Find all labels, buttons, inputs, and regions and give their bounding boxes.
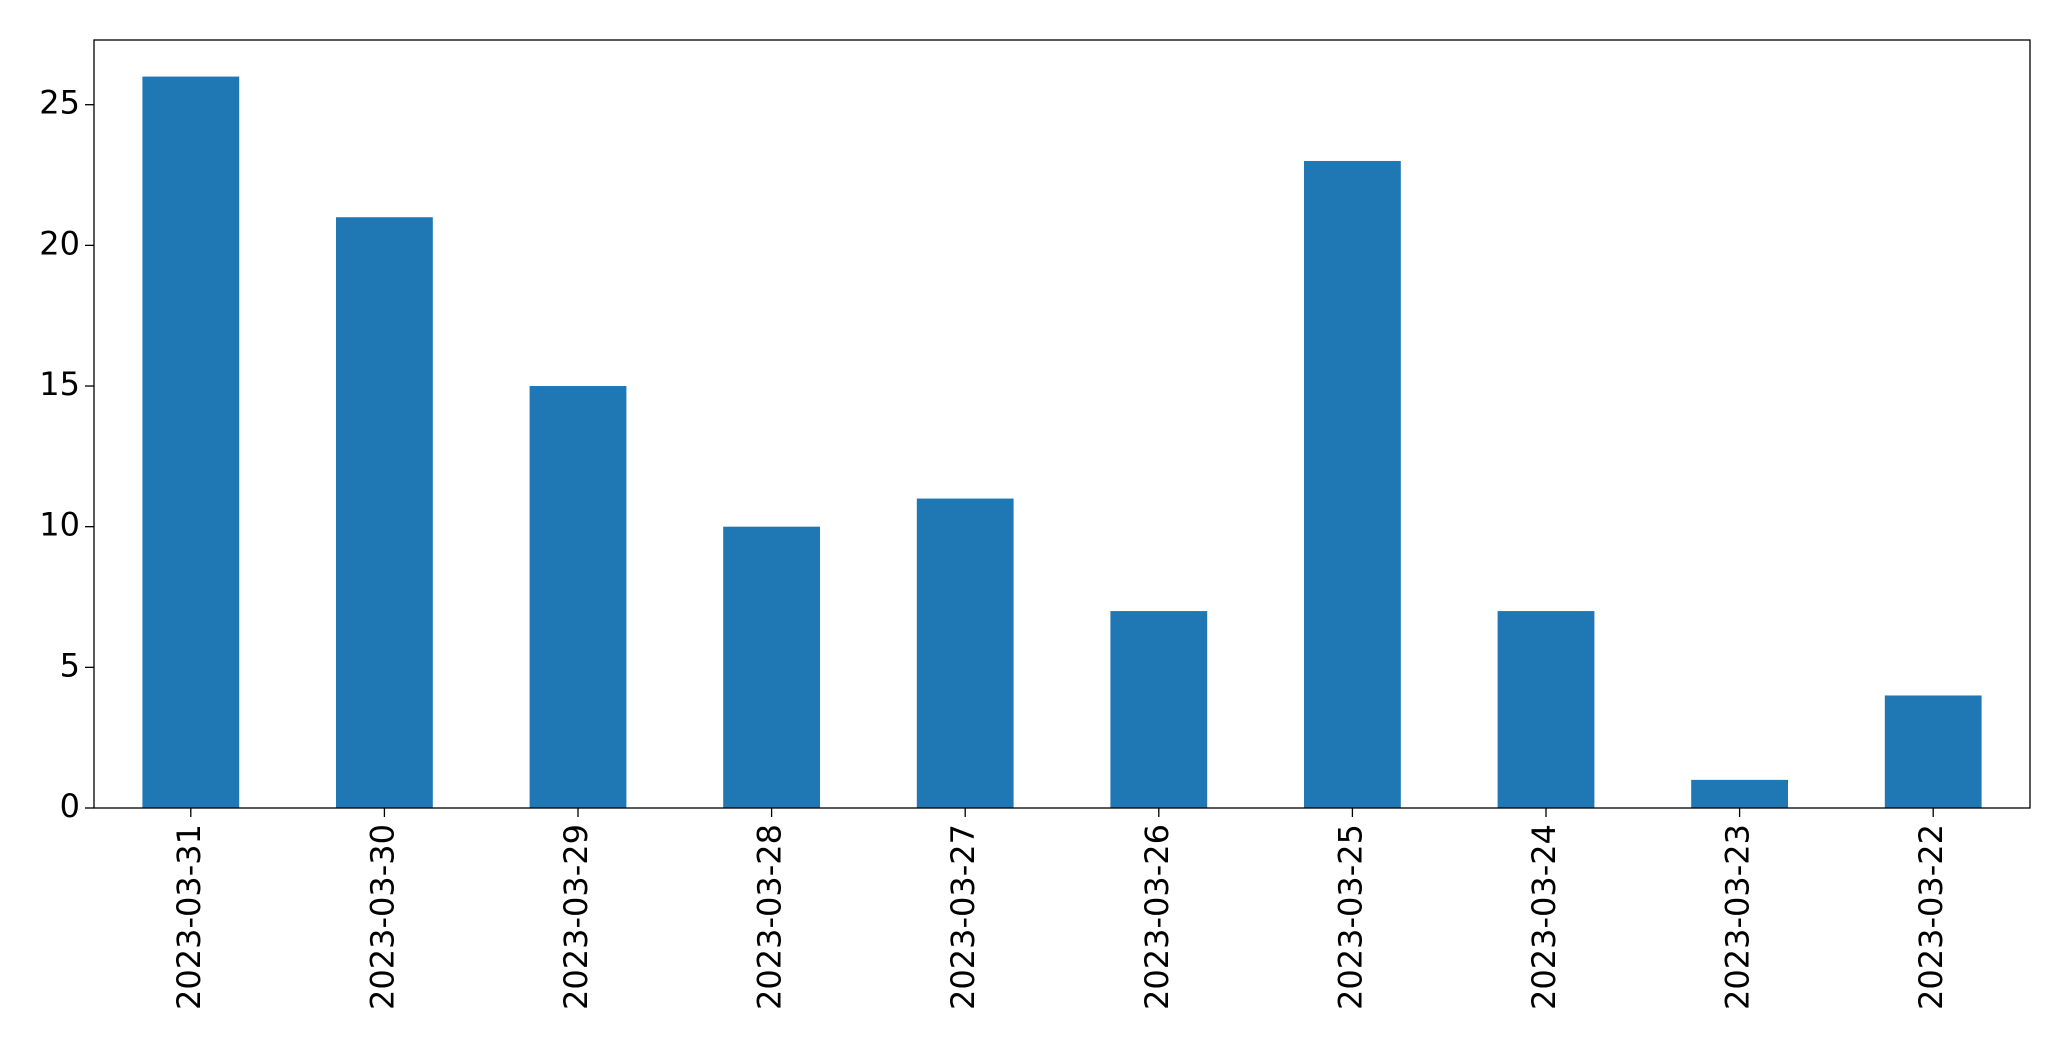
bar [142,76,240,809]
bar [529,386,627,808]
y-tick-label: 5 [60,646,80,684]
plot-frame [93,39,2031,809]
bar [1110,611,1208,808]
bar [1304,160,1401,808]
x-tick-label: 2023-03-24 [1525,824,1563,1010]
bar [1884,695,1982,808]
x-tick-label: 2023-03-28 [751,824,789,1010]
y-tick-label: 25 [39,84,80,122]
bar [723,526,820,808]
y-tick-label: 10 [39,506,80,544]
x-tick-label: 2023-03-25 [1331,824,1369,1010]
x-tick-label: 2023-03-29 [557,824,595,1010]
y-tick-label: 15 [39,365,80,403]
x-tick-label: 2023-03-23 [1719,824,1757,1010]
bar [1691,779,1788,808]
y-tick-label: 20 [39,224,80,262]
x-tick-label: 2023-03-30 [363,824,401,1010]
y-tick-label: 0 [60,787,80,825]
bar [1497,611,1595,808]
x-tick-label: 2023-03-26 [1138,824,1176,1010]
x-tick-label: 2023-03-22 [1912,824,1950,1010]
x-tick-label: 2023-03-31 [170,824,208,1010]
bar [916,498,1014,808]
x-tick-label: 2023-03-27 [944,824,982,1010]
bar [336,217,433,808]
